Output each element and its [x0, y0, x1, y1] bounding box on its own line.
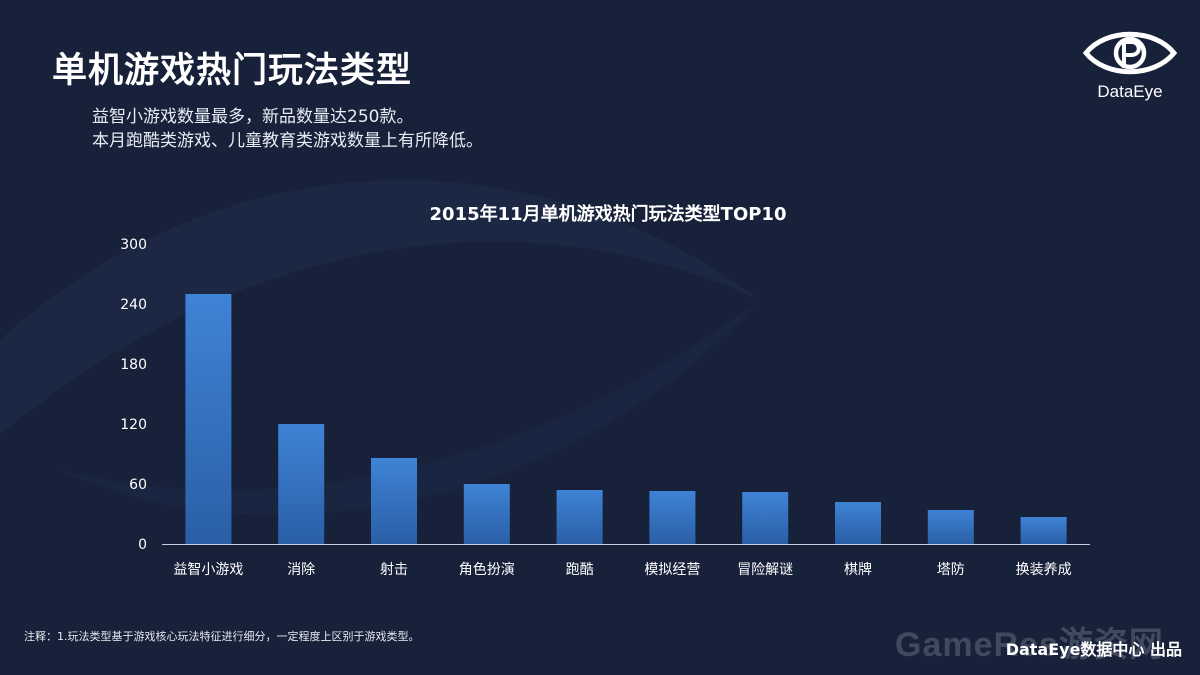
- x-tick-label: 跑酷: [566, 562, 594, 578]
- bar-2: [278, 424, 325, 544]
- x-axis-labels: 益智小游戏 消除 射击 角色扮演 跑酷 模拟经营 冒险解谜 棋牌 塔防 换装养成: [173, 561, 1071, 578]
- bar-7: [742, 492, 789, 544]
- dataeye-eye-icon: [1082, 31, 1178, 75]
- x-tick-label: 射击: [380, 562, 408, 578]
- bar-1: [185, 294, 232, 544]
- x-tick-label: 益智小游戏: [173, 562, 243, 578]
- y-tick-label: 180: [120, 357, 147, 373]
- logo-text: DataEye: [1097, 82, 1163, 101]
- subtitle-line-1: 益智小游戏数量最多，新品数量达250款。: [92, 107, 414, 127]
- watermark: GameRes游资网: [895, 626, 1164, 664]
- bar-3: [371, 458, 417, 544]
- x-tick-label: 换装养成: [1016, 561, 1072, 578]
- y-tick-label: 300: [120, 237, 147, 253]
- chart-title: 2015年11月单机游戏热门玩法类型TOP10: [429, 204, 787, 225]
- bars: [185, 294, 1067, 544]
- x-tick-label: 模拟经营: [644, 562, 700, 578]
- credit: DataEye数据中心 出品: [1005, 640, 1182, 659]
- x-tick-label: 冒险解谜: [737, 562, 793, 578]
- bar-5: [556, 490, 603, 544]
- x-tick-label: 塔防: [937, 562, 965, 578]
- y-tick-label: 120: [120, 417, 147, 433]
- x-tick-label: 棋牌: [844, 561, 872, 578]
- y-axis-ticks: 0 60 120 180 240 300: [120, 237, 147, 553]
- y-tick-label: 240: [120, 297, 147, 313]
- subtitle-line-2: 本月跑酷类游戏、儿童教育类游戏数量上有所降低。: [92, 131, 483, 151]
- x-tick-label: 消除: [287, 562, 315, 578]
- footnote: 注释：1.玩法类型基于游戏核心玩法特征进行细分，一定程度上区别于游戏类型。: [24, 630, 420, 643]
- bar-9: [927, 510, 974, 544]
- bar-10: [1020, 517, 1067, 544]
- bar-4: [463, 484, 510, 544]
- y-tick-label: 0: [138, 537, 147, 553]
- bar-8: [835, 502, 881, 544]
- x-tick-label: 角色扮演: [459, 561, 515, 578]
- y-tick-label: 60: [129, 477, 147, 493]
- subtitle: 益智小游戏数量最多，新品数量达250款。 本月跑酷类游戏、儿童教育类游戏数量上有…: [92, 105, 483, 153]
- bar-6: [649, 491, 696, 544]
- page-title: 单机游戏热门玩法类型: [52, 51, 413, 91]
